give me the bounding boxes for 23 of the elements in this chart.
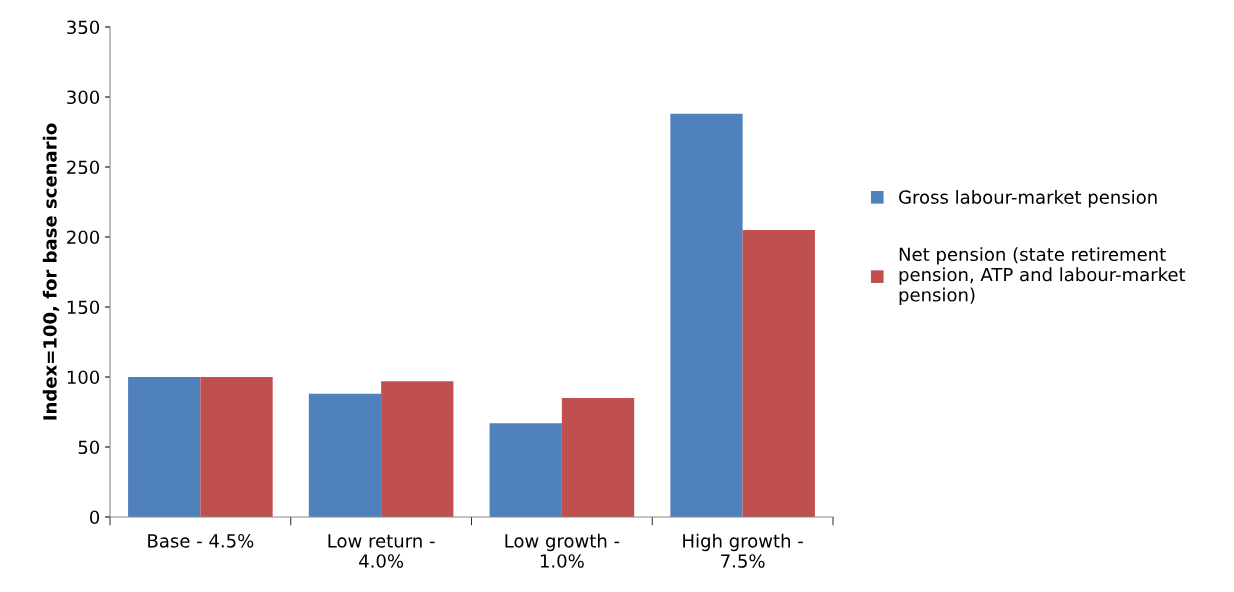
x-tick-label: High growth - 7.5% — [683, 533, 803, 568]
legend-label: Gross labour-market pension — [899, 189, 1157, 208]
y-tick-label: 300 — [67, 90, 100, 105]
y-tick-label: 200 — [67, 230, 100, 245]
x-tick-label: Base - 4.5% — [148, 533, 254, 548]
bar — [308, 393, 382, 517]
y-tick-label: 50 — [78, 440, 100, 455]
bar — [489, 423, 562, 517]
y-tick-label: 150 — [67, 300, 100, 315]
bar — [128, 377, 201, 517]
bar — [381, 381, 454, 517]
y-tick-label: 350 — [67, 20, 100, 35]
bar — [200, 377, 273, 517]
y-axis-title: Index=100, for base scenario — [42, 123, 60, 420]
bar — [670, 113, 743, 517]
x-tick-label: Low return - 4.0% — [328, 534, 435, 568]
bar — [742, 230, 815, 517]
y-tick-label: 100 — [67, 370, 100, 385]
y-tick-label: 250 — [67, 160, 100, 175]
x-tick-label: Low growth - 1.0% — [505, 533, 620, 568]
legend-label: Net pension (state retirement pension, ATP and labour-market pension) — [899, 247, 1186, 306]
y-tick-label: 0 — [89, 510, 100, 525]
bar — [561, 398, 635, 517]
